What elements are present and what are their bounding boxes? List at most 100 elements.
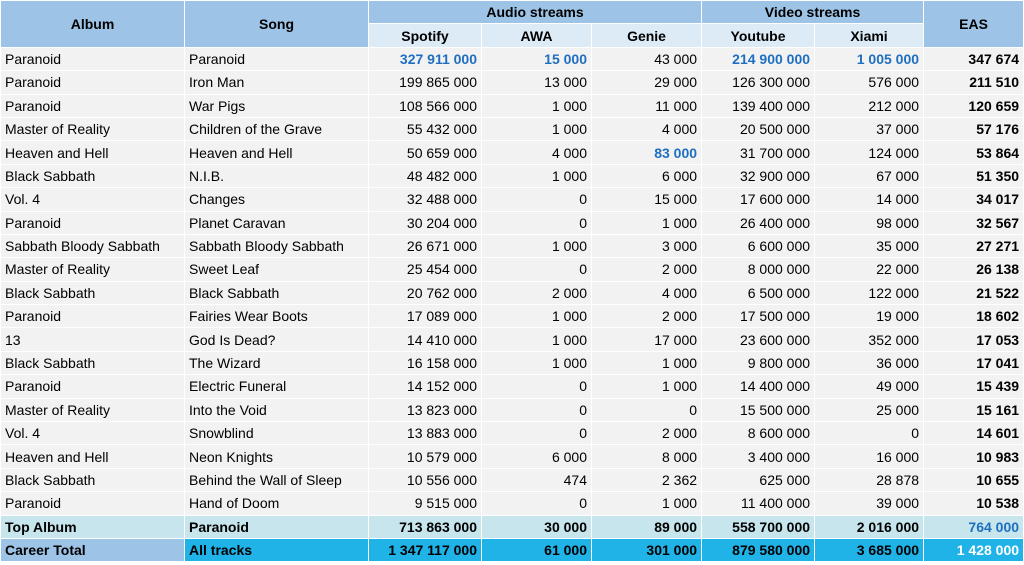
cell-xiami: 14 000 (814, 187, 925, 212)
cell-album: Black Sabbath (0, 163, 185, 189)
cell-awa: 0 (481, 210, 592, 235)
cell-song: Iron Man (184, 70, 369, 95)
cell-eas: 15 439 (923, 374, 1024, 399)
table-row: 13 God Is Dead? 14 410 000 1 000 17 000 23 60… (0, 327, 1024, 352)
cell-xiami: 16 000 (814, 444, 925, 469)
cell-youtube: 32 900 000 (701, 163, 816, 189)
cell-album: Vol. 4 (0, 421, 185, 446)
cell-spotify: 327 911 000 (368, 46, 482, 72)
cell-genie: 29 000 (590, 70, 703, 95)
table-row: Paranoid War Pigs 108 566 000 1 000 11 000 13… (0, 93, 1024, 118)
career-total-song: All tracks (184, 537, 369, 563)
cell-youtube: 139 400 000 (701, 93, 816, 118)
cell-album: Paranoid (0, 374, 185, 399)
cell-album: Master of Reality (0, 257, 185, 282)
cell-awa: 0 (481, 397, 592, 423)
cell-youtube: 8 000 000 (701, 257, 816, 282)
cell-xiami: 28 878 (814, 467, 925, 493)
cell-song: Hand of Doom (184, 491, 369, 516)
cell-xiami: 36 000 (814, 350, 925, 376)
cell-album: Black Sabbath (0, 350, 185, 376)
career-total-spotify: 1 347 117 000 (368, 537, 482, 563)
career-total-genie: 301 000 (590, 537, 703, 563)
cell-xiami: 35 000 (814, 233, 925, 259)
cell-spotify: 50 659 000 (368, 140, 482, 165)
cell-spotify: 32 488 000 (368, 187, 482, 212)
cell-youtube: 15 500 000 (701, 397, 816, 423)
cell-spotify: 10 579 000 (368, 444, 482, 469)
cell-awa: 0 (481, 491, 592, 516)
cell-genie: 1 000 (590, 374, 703, 399)
cell-eas: 57 176 (923, 116, 1024, 142)
cell-awa: 1 000 (481, 350, 592, 376)
cell-youtube: 3 400 000 (701, 444, 816, 469)
cell-awa: 0 (481, 187, 592, 212)
cell-awa: 1 000 (481, 116, 592, 142)
career-total-xiami: 3 685 000 (814, 537, 925, 563)
cell-youtube: 11 400 000 (701, 491, 816, 516)
cell-youtube: 126 300 000 (701, 70, 816, 95)
header-row-platforms: Spotify AWA Genie Youtube Xiami (1, 23, 1024, 48)
cell-eas: 17 053 (923, 327, 1024, 352)
cell-eas: 120 659 (923, 93, 1024, 118)
cell-spotify: 199 865 000 (368, 70, 482, 95)
career-total-awa: 61 000 (481, 537, 592, 563)
cell-spotify: 25 454 000 (368, 257, 482, 282)
top-album-genie: 89 000 (590, 514, 703, 539)
career-total-youtube: 879 580 000 (701, 537, 816, 563)
cell-song: Snowblind (184, 421, 369, 446)
cell-genie: 2 000 (590, 257, 703, 282)
col-header-song: Song (184, 0, 369, 48)
cell-awa: 474 (481, 467, 592, 493)
table-row: Paranoid Planet Caravan 30 204 000 0 1 000 26… (0, 210, 1024, 235)
cell-genie: 2 362 (590, 467, 703, 493)
table-row: Master of Reality Children of the Grave 55… (0, 116, 1024, 142)
cell-xiami: 124 000 (814, 140, 925, 165)
cell-song: Neon Knights (184, 444, 369, 469)
cell-spotify: 10 556 000 (368, 467, 482, 493)
cell-xiami: 576 000 (814, 70, 925, 95)
cell-album: Heaven and Hell (0, 140, 185, 165)
cell-song: God Is Dead? (184, 327, 369, 352)
cell-awa: 0 (481, 257, 592, 282)
cell-eas: 18 602 (923, 304, 1024, 329)
table-body: Paranoid Paranoid 327 911 000 15 000 43 000 2… (0, 46, 1024, 516)
table-row: Vol. 4 Snowblind 13 883 000 0 2 000 8 600 000… (0, 421, 1024, 446)
table-row: Black Sabbath N.I.B. 48 482 000 1 000 6 000 3… (0, 163, 1024, 189)
cell-genie: 4 000 (590, 116, 703, 142)
group-header-video-streams: Video streams (701, 0, 925, 25)
cell-song: Behind the Wall of Sleep (184, 467, 369, 493)
cell-awa: 1 000 (481, 233, 592, 259)
cell-youtube: 20 500 000 (701, 116, 816, 142)
cell-genie: 43 000 (590, 46, 703, 72)
cell-eas: 10 538 (923, 491, 1024, 516)
cell-eas: 10 983 (923, 444, 1024, 469)
cell-xiami: 37 000 (814, 116, 925, 142)
cell-awa: 2 000 (481, 280, 592, 306)
col-header-xiami: Xiami (814, 23, 925, 48)
table-row: Paranoid Hand of Doom 9 515 000 0 1 000 11 40… (0, 491, 1024, 516)
table-row: Black Sabbath Behind the Wall of Sleep 10 … (0, 467, 1024, 493)
top-album-awa: 30 000 (481, 514, 592, 539)
cell-eas: 32 567 (923, 210, 1024, 235)
cell-youtube: 17 500 000 (701, 304, 816, 329)
cell-eas: 15 161 (923, 397, 1024, 423)
cell-awa: 13 000 (481, 70, 592, 95)
cell-xiami: 1 005 000 (814, 46, 925, 72)
cell-eas: 211 510 (923, 70, 1024, 95)
cell-xiami: 49 000 (814, 374, 925, 399)
cell-song: Into the Void (184, 397, 369, 423)
cell-eas: 51 350 (923, 163, 1024, 189)
cell-album: Master of Reality (0, 397, 185, 423)
cell-spotify: 30 204 000 (368, 210, 482, 235)
career-total-eas: 1 428 000 (923, 537, 1024, 563)
cell-genie: 2 000 (590, 421, 703, 446)
top-album-label: Top Album (0, 514, 185, 539)
cell-genie: 1 000 (590, 210, 703, 235)
cell-xiami: 39 000 (814, 491, 925, 516)
cell-awa: 4 000 (481, 140, 592, 165)
cell-song: N.I.B. (184, 163, 369, 189)
cell-eas: 53 864 (923, 140, 1024, 165)
cell-album: Master of Reality (0, 116, 185, 142)
top-album-youtube: 558 700 000 (701, 514, 816, 539)
